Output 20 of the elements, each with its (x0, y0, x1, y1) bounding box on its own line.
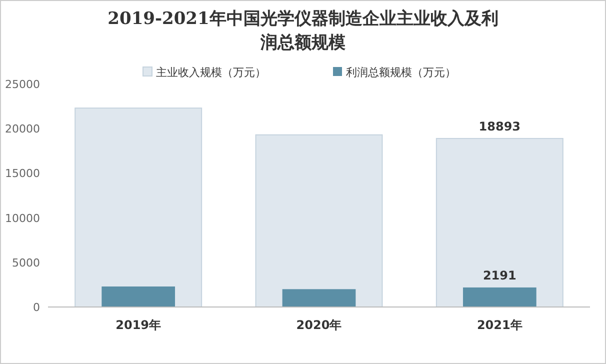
data-label: 2191 (482, 268, 516, 282)
y-tick-label: 20000 (5, 122, 40, 136)
y-tick-label: 0 (33, 301, 40, 314)
y-tick-label: 10000 (5, 212, 40, 225)
bar (255, 134, 383, 308)
legend-label: 主业收入规模（万元） (156, 66, 266, 79)
legend-label: 利润总额规模（万元） (346, 66, 456, 79)
bar (282, 289, 356, 307)
y-tick-label: 15000 (5, 167, 40, 180)
y-tick-label: 25000 (5, 78, 40, 91)
x-tick-label: 2020年 (296, 318, 342, 332)
data-label: 18893 (478, 119, 521, 134)
bar (436, 138, 564, 308)
bar (462, 287, 536, 307)
y-tick-label: 5000 (12, 256, 40, 270)
x-tick-label: 2021年 (476, 318, 522, 332)
chart-title: 2019-2021年中国光学仪器制造企业主业收入及利润总额规模 (108, 9, 498, 53)
bar (74, 108, 202, 308)
bar (102, 286, 176, 307)
x-tick-label: 2019年 (116, 318, 162, 332)
